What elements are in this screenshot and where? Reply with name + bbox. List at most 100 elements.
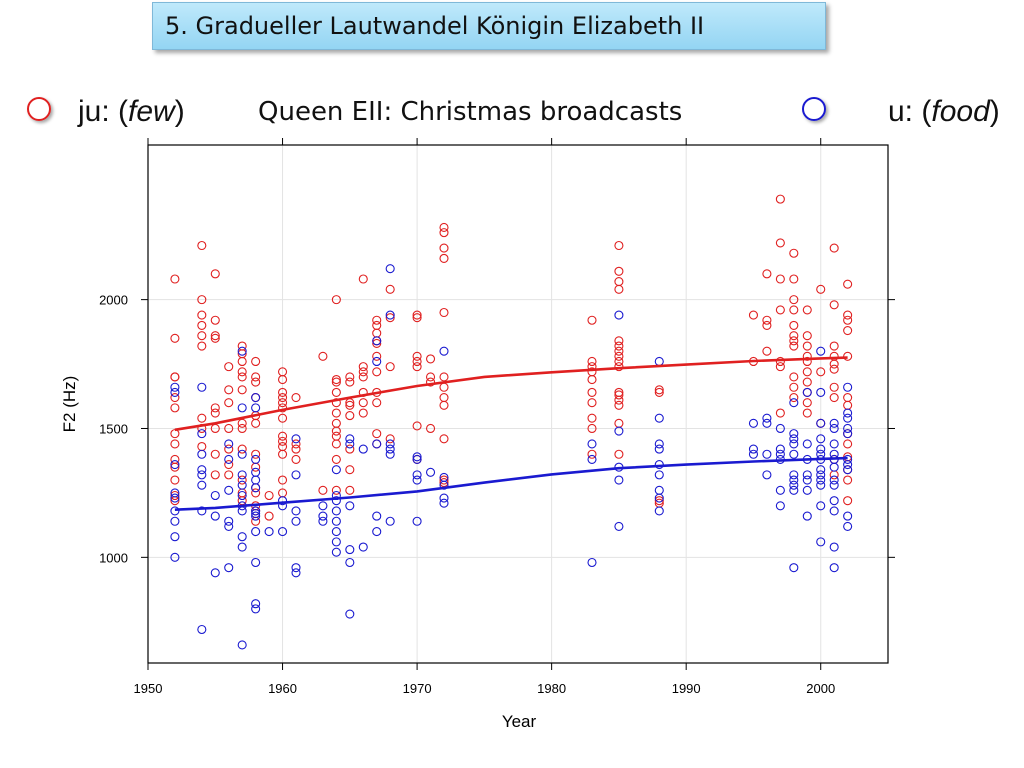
data-point-food — [748, 418, 759, 428]
data-point-few — [331, 426, 341, 436]
data-point-food — [345, 545, 355, 555]
data-point-food — [614, 426, 624, 436]
data-point-food — [197, 470, 207, 480]
data-point-few — [331, 431, 341, 441]
data-point-few — [251, 372, 261, 382]
legend-label-food: u: (food) — [888, 92, 1000, 132]
data-point-food — [197, 480, 207, 490]
x-tick-label: 1960 — [268, 681, 297, 696]
data-point-few — [802, 351, 812, 361]
data-point-few — [345, 444, 355, 454]
data-point-few — [277, 413, 288, 423]
data-point-food — [345, 434, 355, 444]
data-point-few — [775, 238, 785, 248]
legend-food-prefix: u: ( — [888, 95, 932, 128]
x-tick-label: 1990 — [672, 681, 701, 696]
data-point-few — [291, 439, 301, 449]
data-point-few — [843, 475, 853, 485]
data-point-food — [237, 542, 247, 552]
data-point-food — [224, 521, 234, 531]
data-point-few — [775, 274, 785, 284]
data-point-food — [412, 470, 422, 480]
data-point-few — [614, 449, 624, 459]
data-point-few — [170, 393, 180, 403]
data-point-few — [197, 295, 207, 305]
data-point-few — [439, 393, 449, 403]
data-point-few — [614, 341, 624, 351]
trend-line-food — [174, 456, 848, 511]
data-point-food — [318, 501, 328, 511]
axis-ticks: 1950 1960 1970 1980 1990 2000 1000 1500 2000 — [99, 138, 895, 696]
data-point-few — [291, 393, 301, 403]
data-point-food — [251, 599, 261, 609]
data-point-food — [654, 356, 664, 367]
data-point-food — [802, 485, 812, 495]
legend-food-word: food — [931, 95, 990, 128]
data-point-few — [210, 331, 220, 341]
data-point-few — [843, 279, 853, 289]
data-point-few — [277, 398, 288, 408]
data-point-food — [385, 310, 395, 320]
data-point-few — [331, 374, 341, 385]
data-point-few — [210, 403, 220, 413]
data-point-food — [412, 475, 422, 485]
data-point-food — [843, 521, 853, 531]
data-point-few — [843, 400, 853, 410]
data-point-few — [277, 393, 288, 403]
data-point-few — [197, 320, 207, 330]
data-point-food — [197, 465, 207, 475]
data-point-few — [358, 398, 368, 408]
data-point-food — [802, 387, 812, 397]
data-point-few — [412, 421, 422, 431]
data-point-few — [170, 475, 180, 485]
data-point-few — [331, 387, 341, 397]
data-point-food — [237, 490, 247, 501]
data-point-food — [318, 516, 328, 526]
data-point-few — [210, 408, 220, 418]
data-point-few — [587, 413, 597, 423]
data-point-food — [654, 485, 664, 495]
data-point-food — [318, 511, 328, 521]
data-point-few — [277, 475, 288, 485]
data-point-food — [789, 434, 799, 444]
plot-panel — [147, 144, 889, 664]
y-tick-label: 1500 — [99, 421, 128, 436]
data-point-food — [170, 552, 180, 562]
data-point-few — [614, 277, 624, 287]
data-point-food — [412, 516, 422, 526]
data-point-food — [412, 454, 422, 464]
data-point-food — [331, 496, 341, 506]
data-point-few — [372, 320, 382, 330]
data-point-food — [291, 470, 301, 480]
data-point-few — [237, 423, 247, 434]
data-point-food — [802, 511, 812, 521]
data-point-few — [237, 385, 247, 395]
data-point-food — [843, 408, 853, 418]
data-point-few — [264, 490, 274, 501]
y-tick-label: 1000 — [99, 550, 128, 565]
data-point-few — [224, 398, 234, 408]
data-point-few — [587, 356, 597, 367]
data-point-few — [789, 274, 799, 284]
data-point-few — [331, 418, 341, 428]
data-point-few — [843, 326, 853, 336]
legend-food-suffix: ) — [989, 95, 1000, 128]
data-point-few — [789, 305, 799, 315]
data-point-food — [291, 563, 301, 573]
data-point-few — [210, 333, 220, 343]
legend-few-suffix: ) — [174, 95, 185, 128]
y-tick-label: 2000 — [99, 293, 128, 308]
data-point-food — [170, 382, 180, 392]
data-point-few — [789, 382, 799, 392]
data-point-few — [224, 470, 234, 480]
data-point-few — [197, 341, 207, 351]
data-point-few — [237, 372, 247, 382]
data-point-few — [425, 377, 436, 387]
data-point-food — [237, 449, 247, 459]
data-point-food — [829, 423, 839, 434]
data-point-few — [277, 431, 288, 441]
data-point-few — [210, 449, 220, 459]
data-point-few — [843, 496, 853, 506]
data-point-few — [345, 485, 355, 495]
data-point-few — [587, 398, 597, 408]
